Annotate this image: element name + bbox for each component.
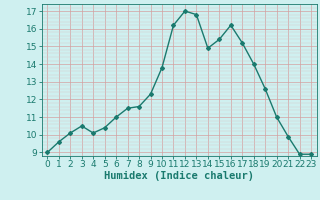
X-axis label: Humidex (Indice chaleur): Humidex (Indice chaleur)	[104, 171, 254, 181]
